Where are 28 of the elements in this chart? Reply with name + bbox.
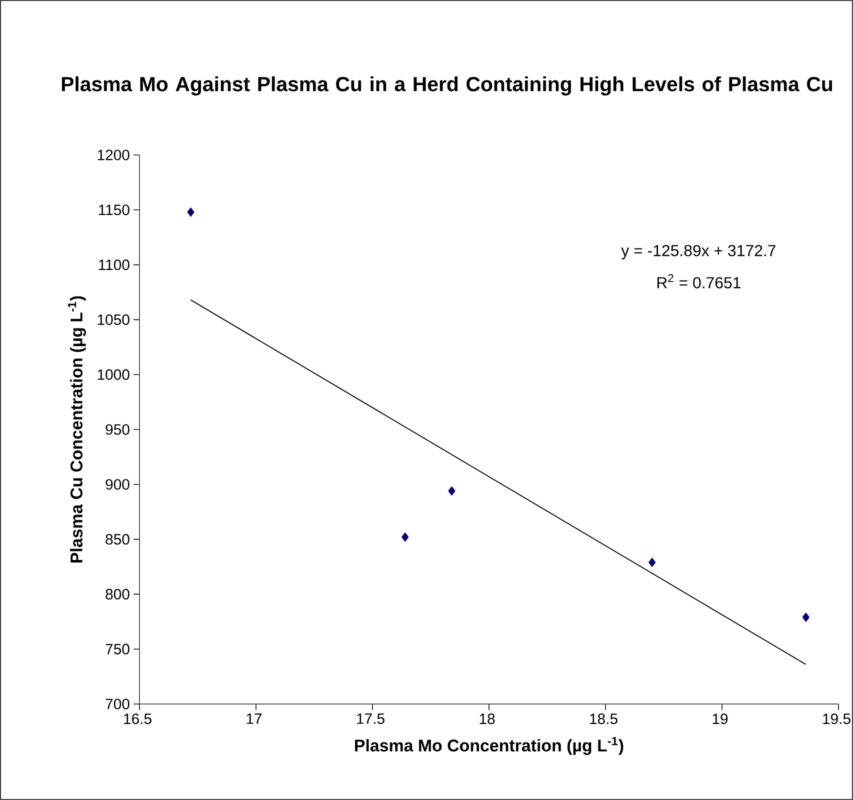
point [448, 486, 456, 496]
annotation: R$^{2}$ = 0.7651 [657, 274, 740, 288]
annotation: y = -125.89x + 3172.7 [621, 244, 776, 260]
x-tick-label: 17.5 [357, 714, 384, 724]
x-tick-label: 19 [712, 714, 728, 724]
x-tick-label: 18.5 [590, 714, 618, 724]
x-tick-label: 18 [480, 714, 495, 724]
y-tick-label: 900 [106, 479, 130, 490]
y-tick-label: 950 [106, 424, 130, 435]
y-tick-label: 750 [106, 644, 130, 654]
x-tick-label: 19.5 [823, 714, 850, 724]
y-tick-label: 1150 [98, 204, 130, 216]
y-tick-label: 850 [106, 534, 130, 545]
chart-title: Plasma Mo Against Plasma Cu in a Herd Containing High Levels of Plasma Cu [62, 76, 832, 96]
y-tick-label: 700 [106, 698, 130, 710]
y-tick-label: 1200 [98, 150, 130, 160]
point [802, 612, 810, 622]
y-tick-label: 1000 [98, 369, 130, 380]
y-tick-label: 1050 [98, 314, 130, 325]
point [187, 207, 194, 217]
x-tick-label: 17 [246, 714, 262, 724]
point [648, 558, 656, 568]
x-tick-label: 16.5 [124, 714, 152, 724]
x-axis-title: Plasma Mo Concentration (µg L$^{-1}$) [355, 736, 624, 755]
point [401, 532, 409, 542]
y-tick-label: 1100 [98, 260, 130, 270]
y-axis-title: Plasma Cu Concentration (µg L$^{-1}$) [68, 296, 86, 562]
y-tick-label: 800 [106, 588, 130, 600]
